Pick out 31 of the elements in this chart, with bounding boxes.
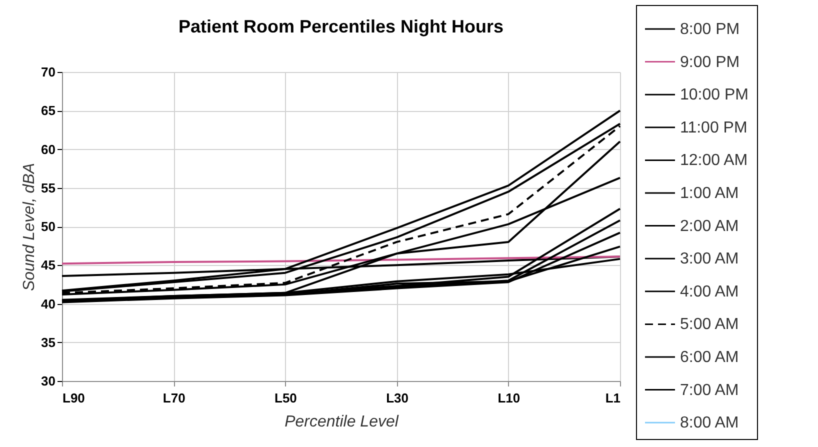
y-tick-label: 35 — [41, 334, 56, 350]
legend-label: 4:00 AM — [680, 283, 739, 300]
legend-label: 10:00 PM — [680, 86, 748, 104]
x-tick-label: L90 — [62, 390, 85, 406]
y-tick-label: 30 — [41, 374, 56, 388]
y-tick-label: 55 — [41, 180, 56, 196]
x-tick-label: L70 — [162, 390, 186, 406]
chart-title: Patient Room Percentiles Night Hours — [178, 16, 504, 36]
y-tick-label: 65 — [41, 103, 56, 118]
legend-label: 2:00 AM — [680, 218, 739, 235]
x-tick-label: L10 — [498, 390, 520, 406]
x-tick-label: L50 — [274, 390, 297, 406]
y-tick-label: 40 — [41, 296, 56, 312]
legend-label: 8:00 AM — [680, 414, 739, 432]
y-tick-label: 45 — [41, 258, 56, 273]
legend-label: 8:00 PM — [680, 21, 740, 38]
legend-label: 9:00 PM — [680, 54, 740, 71]
legend-label: 7:00 AM — [680, 382, 739, 399]
x-tick-label: L30 — [386, 390, 409, 406]
legend-label: 6:00 AM — [680, 349, 739, 366]
legend-label: 12:00 AM — [680, 152, 748, 170]
legend-label: 3:00 AM — [680, 250, 739, 268]
y-axis-title: Sound Level, dBA — [21, 162, 38, 292]
y-tick-label: 70 — [41, 64, 56, 80]
x-axis-title: Percentile Level — [284, 414, 399, 430]
y-tick-label: 60 — [41, 142, 56, 157]
legend-label: 11:00 PM — [680, 119, 748, 136]
x-tick-label: L1 — [605, 390, 620, 406]
legend-label: 5:00 AM — [680, 316, 739, 334]
y-tick-label: 50 — [41, 219, 56, 234]
legend-label: 1:00 AM — [680, 185, 739, 202]
